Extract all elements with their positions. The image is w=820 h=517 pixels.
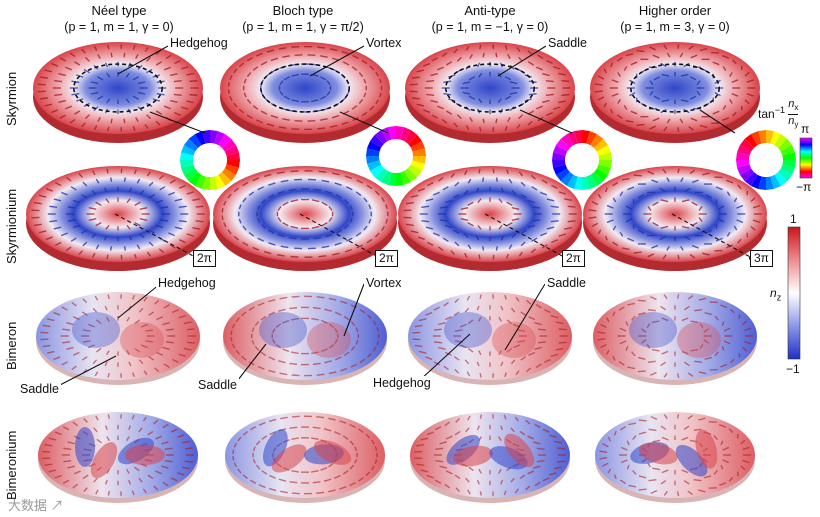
leader-line	[309, 45, 365, 77]
column-title-neel: Néel type (p = 1, m = 1, γ = 0)	[64, 3, 174, 34]
row-label-bimeron: Bimeron	[4, 321, 19, 370]
leader-line	[671, 213, 753, 259]
skyrmion-disk-higher-order	[590, 42, 760, 143]
phase-colorbar	[799, 137, 813, 179]
phase-colorbar-bottom: −π	[796, 180, 812, 194]
leader-line	[117, 283, 161, 319]
column-title-higher-order: Higher order (p = 1, m = 3, γ = 0)	[620, 3, 730, 34]
leader-line	[519, 109, 573, 134]
column-title-bloch: Bloch type (p = 1, m = 1, γ = π/2)	[242, 3, 364, 34]
leader-line	[419, 333, 471, 381]
skyrmionium-disk-higher-order	[583, 166, 767, 271]
bimeron-disk-anti	[408, 292, 572, 385]
leader-line	[299, 213, 381, 259]
dashed-boundary	[259, 63, 350, 113]
callout-bimeron-saddle: Saddle	[18, 382, 61, 396]
leader-line	[149, 111, 206, 134]
callout-saddle: Saddle	[546, 36, 589, 50]
phase-label-higher-order: 3π	[750, 250, 773, 267]
nz-colorbar-title: nz	[770, 286, 782, 303]
leader-line	[117, 45, 169, 75]
nz-colorbar	[787, 226, 801, 360]
bimeronium-disk-neel	[38, 412, 198, 503]
bimeron-disk-higher-order	[593, 292, 757, 385]
skyrmionium-disk-neel	[26, 166, 210, 271]
row-label-skyrmion: Skyrmion	[4, 71, 19, 126]
bimeronium-disk-anti	[410, 412, 570, 503]
leader-line	[699, 109, 736, 134]
leader-line	[59, 355, 117, 386]
phase-label-anti: 2π	[562, 250, 585, 267]
dashed-boundary	[444, 63, 535, 113]
skyrmion-disk-bloch	[220, 42, 390, 143]
bimeron-disk-neel	[36, 292, 200, 385]
bimeronium-disk-higher-order	[595, 412, 755, 503]
leader-line	[497, 45, 547, 77]
phase-wheel-anti	[552, 130, 612, 190]
phase-colorbar-top: π	[801, 122, 810, 136]
phase-wheel-higher-order	[736, 130, 796, 190]
leader-line	[343, 283, 365, 337]
phase-label-bloch: 2π	[375, 250, 398, 267]
nz-colorbar-bottom: −1	[786, 362, 800, 376]
skyrmionium-disk-anti	[398, 166, 582, 271]
callout-bimeron-saddle-2: Saddle	[196, 378, 239, 392]
callout-bimeron-hedgehog-2: Hedgehog	[371, 376, 433, 390]
bimeronium-disk-bloch	[225, 412, 385, 503]
skyrmion-disk-anti	[405, 42, 575, 143]
callout-bimeron-vortex: Vortex	[364, 276, 404, 290]
nz-colorbar-top: 1	[790, 212, 797, 226]
skyrmion-disk-neel	[33, 42, 203, 143]
bimeron-disk-bloch	[223, 292, 387, 385]
callout-bimeron-hedgehog: Hedgehog	[156, 276, 218, 290]
dashed-boundary	[629, 63, 720, 113]
callout-hedgehog: Hedgehog	[168, 36, 230, 50]
phase-label-neel: 2π	[193, 250, 216, 267]
leader-line	[339, 111, 389, 134]
callout-vortex: Vortex	[364, 36, 404, 50]
column-title-anti: Anti-type (p = 1, m = −1, γ = 0)	[431, 3, 549, 34]
row-label-skyrmionium: Skyrmionium	[4, 188, 19, 264]
leader-line	[504, 283, 546, 351]
leader-line	[484, 213, 567, 259]
dashed-boundary	[73, 63, 164, 113]
skyrmionium-disk-bloch	[213, 166, 397, 271]
leader-line	[237, 343, 267, 381]
phase-wheel-bloch	[366, 126, 426, 186]
row-label-bimeronium: Bimeronium	[4, 430, 19, 500]
callout-bimeron-saddle-3: Saddle	[545, 276, 588, 290]
watermark: 大数据 ↗	[8, 498, 64, 513]
leader-line	[114, 213, 198, 259]
phase-colorbar-title: tan−1 nx ny	[758, 98, 799, 130]
phase-wheel-neel	[180, 130, 240, 190]
